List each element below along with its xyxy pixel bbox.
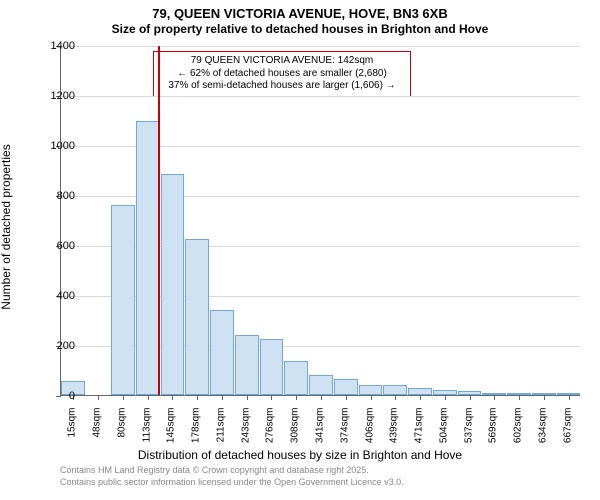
xtick-label: 113sqm [141, 408, 152, 468]
xtick-label: 178sqm [191, 408, 202, 468]
histogram-bar [309, 375, 333, 395]
histogram-bar [185, 239, 209, 395]
xtick-mark [371, 395, 372, 400]
xtick-mark [321, 395, 322, 400]
xtick-label: 145sqm [166, 408, 177, 468]
marker-line [158, 46, 160, 395]
histogram-bar [111, 205, 135, 395]
xtick-label: 341sqm [315, 408, 326, 468]
xtick-mark [123, 395, 124, 400]
annotation-line2: ← 62% of detached houses are smaller (2,… [160, 68, 404, 81]
plot-area: 79 QUEEN VICTORIA AVENUE: 142sqm ← 62% o… [60, 46, 580, 396]
xtick-label: 276sqm [265, 408, 276, 468]
xtick-label: 634sqm [537, 408, 548, 468]
xtick-label: 667sqm [562, 408, 573, 468]
xtick-label: 15sqm [67, 408, 78, 468]
xtick-mark [148, 395, 149, 400]
xtick-mark [445, 395, 446, 400]
chart-subtitle: Size of property relative to detached ho… [0, 22, 600, 36]
histogram-bar [334, 379, 358, 395]
annotation-line3: 37% of semi-detached houses are larger (… [160, 80, 404, 93]
xtick-mark [197, 395, 198, 400]
ytick-label: 1000 [35, 140, 75, 152]
ytick-label: 600 [35, 240, 75, 252]
histogram-bar [136, 121, 160, 395]
xtick-mark [222, 395, 223, 400]
gridline [61, 96, 580, 97]
xtick-label: 471sqm [414, 408, 425, 468]
xtick-label: 569sqm [488, 408, 499, 468]
xtick-label: 374sqm [339, 408, 350, 468]
chart-container: { "title": { "main": "79, QUEEN VICTORIA… [0, 0, 600, 500]
xtick-label: 439sqm [389, 408, 400, 468]
xtick-mark [346, 395, 347, 400]
annotation-line1: 79 QUEEN VICTORIA AVENUE: 142sqm [160, 55, 404, 68]
xtick-label: 504sqm [438, 408, 449, 468]
xtick-mark [271, 395, 272, 400]
histogram-bar [210, 310, 234, 395]
xtick-label: 48sqm [92, 408, 103, 468]
ytick-label: 0 [35, 390, 75, 402]
ytick-label: 800 [35, 190, 75, 202]
xtick-label: 602sqm [513, 408, 524, 468]
histogram-bar [260, 339, 284, 395]
xtick-mark [420, 395, 421, 400]
histogram-bar [161, 174, 185, 395]
xtick-mark [569, 395, 570, 400]
xtick-mark [247, 395, 248, 400]
xtick-mark [494, 395, 495, 400]
histogram-bar [383, 385, 407, 395]
xtick-mark [98, 395, 99, 400]
ytick-label: 200 [35, 340, 75, 352]
y-axis-label: Number of detached properties [0, 144, 13, 309]
xtick-mark [296, 395, 297, 400]
ytick-label: 1200 [35, 90, 75, 102]
xtick-label: 308sqm [290, 408, 301, 468]
xtick-label: 537sqm [463, 408, 474, 468]
histogram-bar [359, 385, 383, 395]
chart-title: 79, QUEEN VICTORIA AVENUE, HOVE, BN3 6XB [0, 6, 600, 21]
annotation-box: 79 QUEEN VICTORIA AVENUE: 142sqm ← 62% o… [153, 51, 411, 97]
xtick-label: 211sqm [215, 408, 226, 468]
footer-line2: Contains public sector information licen… [60, 477, 404, 487]
gridline [61, 46, 580, 47]
ytick-label: 1400 [35, 40, 75, 52]
histogram-bar [408, 388, 432, 396]
xtick-label: 406sqm [364, 408, 375, 468]
histogram-bar [284, 361, 308, 395]
xtick-mark [395, 395, 396, 400]
xtick-mark [544, 395, 545, 400]
xtick-mark [519, 395, 520, 400]
ytick-label: 400 [35, 290, 75, 302]
xtick-mark [470, 395, 471, 400]
xtick-mark [172, 395, 173, 400]
histogram-bar [235, 335, 259, 395]
xtick-label: 80sqm [116, 408, 127, 468]
xtick-label: 243sqm [240, 408, 251, 468]
